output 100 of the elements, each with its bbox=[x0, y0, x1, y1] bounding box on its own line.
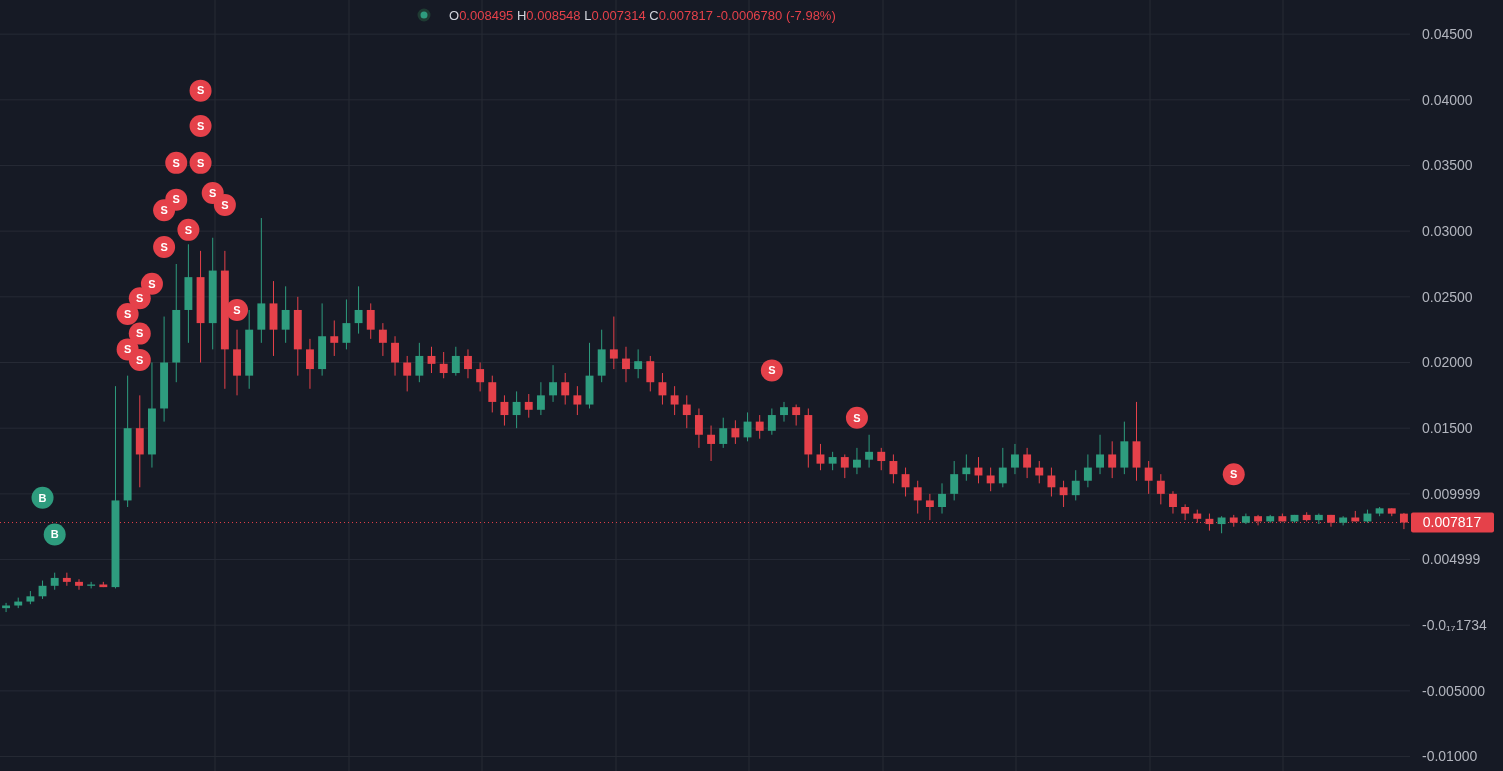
ref-line-label: 0.007817 bbox=[1422, 514, 1482, 531]
y-tick-label: 0.03500 bbox=[1422, 157, 1473, 174]
series-label: S bbox=[123, 343, 132, 356]
y-tick-label: -0.005000 bbox=[1422, 682, 1486, 699]
candlestick bbox=[925, 493, 934, 521]
text: S bbox=[172, 193, 180, 206]
candlestick bbox=[524, 393, 533, 419]
candlestick bbox=[889, 453, 898, 484]
candlestick bbox=[549, 364, 558, 403]
candlestick bbox=[536, 381, 545, 416]
candlestick bbox=[1035, 460, 1044, 484]
candlestick bbox=[1144, 460, 1153, 495]
candlestick bbox=[609, 316, 618, 370]
candlestick bbox=[573, 385, 582, 416]
candlestick bbox=[439, 351, 448, 379]
candlestick bbox=[913, 480, 922, 515]
candlestick bbox=[1047, 467, 1056, 497]
text: S bbox=[1230, 468, 1238, 481]
candlestick bbox=[646, 355, 655, 392]
text: S bbox=[196, 119, 205, 132]
candlestick bbox=[767, 407, 776, 436]
candlestick bbox=[1071, 469, 1080, 501]
y-tick-label: -0.01000 bbox=[1422, 748, 1478, 765]
annotation: O0.008495 H0.008548 L0.007314 C0.007817 -0.0006780 (-7.98%) bbox=[449, 7, 836, 23]
series-label: B bbox=[50, 528, 59, 541]
candlestick bbox=[306, 338, 314, 390]
candlestick bbox=[1181, 503, 1190, 521]
y-tick-label: -0.0₁₇1734 bbox=[1422, 617, 1488, 634]
y-tick-label: 0.02000 bbox=[1422, 354, 1473, 371]
candlestick bbox=[816, 443, 825, 471]
y-tick-label: 0.04000 bbox=[1422, 91, 1473, 108]
candlestick bbox=[75, 578, 83, 591]
candlestick bbox=[828, 451, 837, 471]
candlestick bbox=[1169, 490, 1177, 515]
candlestick bbox=[1156, 473, 1165, 505]
text: S bbox=[123, 307, 132, 320]
candlestick bbox=[1108, 440, 1117, 479]
y-tick-label: 0.004999 bbox=[1422, 551, 1481, 568]
text: S bbox=[221, 198, 229, 211]
candlestick bbox=[476, 362, 485, 392]
candlestick bbox=[1023, 447, 1032, 479]
candlestick bbox=[852, 447, 861, 475]
candlestick bbox=[500, 394, 509, 427]
candlestick bbox=[731, 419, 740, 445]
candlestick bbox=[719, 417, 728, 449]
candlestick bbox=[670, 385, 679, 416]
candlestick bbox=[865, 434, 874, 469]
text: S bbox=[172, 156, 180, 169]
candlestick bbox=[561, 372, 570, 406]
candlestick bbox=[488, 375, 497, 413]
text: S bbox=[196, 156, 205, 169]
candlestick bbox=[1096, 434, 1104, 475]
candlestick bbox=[62, 572, 71, 587]
candlestick bbox=[998, 447, 1007, 488]
candlestick bbox=[342, 298, 351, 350]
candlestick bbox=[1059, 480, 1068, 508]
candlestick bbox=[707, 425, 716, 462]
candlestick bbox=[877, 447, 886, 471]
candlestick bbox=[512, 390, 521, 429]
candlestick bbox=[464, 348, 472, 379]
candlestick bbox=[694, 407, 703, 449]
y-tick-label: 0.01500 bbox=[1422, 420, 1473, 437]
candlestick bbox=[634, 348, 643, 379]
text: S bbox=[209, 186, 217, 199]
candlestick bbox=[378, 322, 387, 357]
text: S bbox=[196, 84, 205, 97]
candlestick bbox=[1011, 443, 1019, 475]
candlestick bbox=[281, 285, 290, 344]
candlestick bbox=[792, 404, 801, 427]
candlestick bbox=[840, 453, 849, 479]
candlestick bbox=[451, 346, 460, 377]
candlestick bbox=[366, 302, 375, 340]
y-tick-label: 0.009999 bbox=[1422, 485, 1481, 502]
candlestick bbox=[780, 401, 788, 423]
candlestick bbox=[415, 342, 424, 383]
text: S bbox=[148, 277, 156, 290]
text: S bbox=[184, 223, 193, 236]
candlestick bbox=[901, 467, 910, 497]
candlestick bbox=[622, 346, 630, 383]
text: S bbox=[853, 411, 861, 424]
candlestick bbox=[950, 460, 959, 501]
candlestick bbox=[330, 319, 339, 357]
candlestick bbox=[938, 482, 946, 515]
candlestick bbox=[962, 453, 971, 482]
text: S bbox=[233, 303, 241, 316]
candlestick bbox=[391, 335, 399, 377]
series-label: S bbox=[136, 292, 144, 305]
text: S bbox=[160, 240, 168, 253]
text: B bbox=[38, 491, 47, 504]
candlestick bbox=[354, 285, 363, 335]
candlestick bbox=[682, 394, 691, 429]
candlestick bbox=[986, 467, 995, 492]
candlestick bbox=[755, 414, 764, 440]
candlestick bbox=[403, 355, 412, 392]
y-tick-label: 0.04500 bbox=[1422, 26, 1473, 43]
text: S bbox=[136, 327, 144, 340]
candlestick bbox=[427, 346, 436, 374]
series-label: S bbox=[136, 353, 144, 366]
candlestick bbox=[1083, 453, 1092, 488]
text: S bbox=[768, 364, 776, 377]
